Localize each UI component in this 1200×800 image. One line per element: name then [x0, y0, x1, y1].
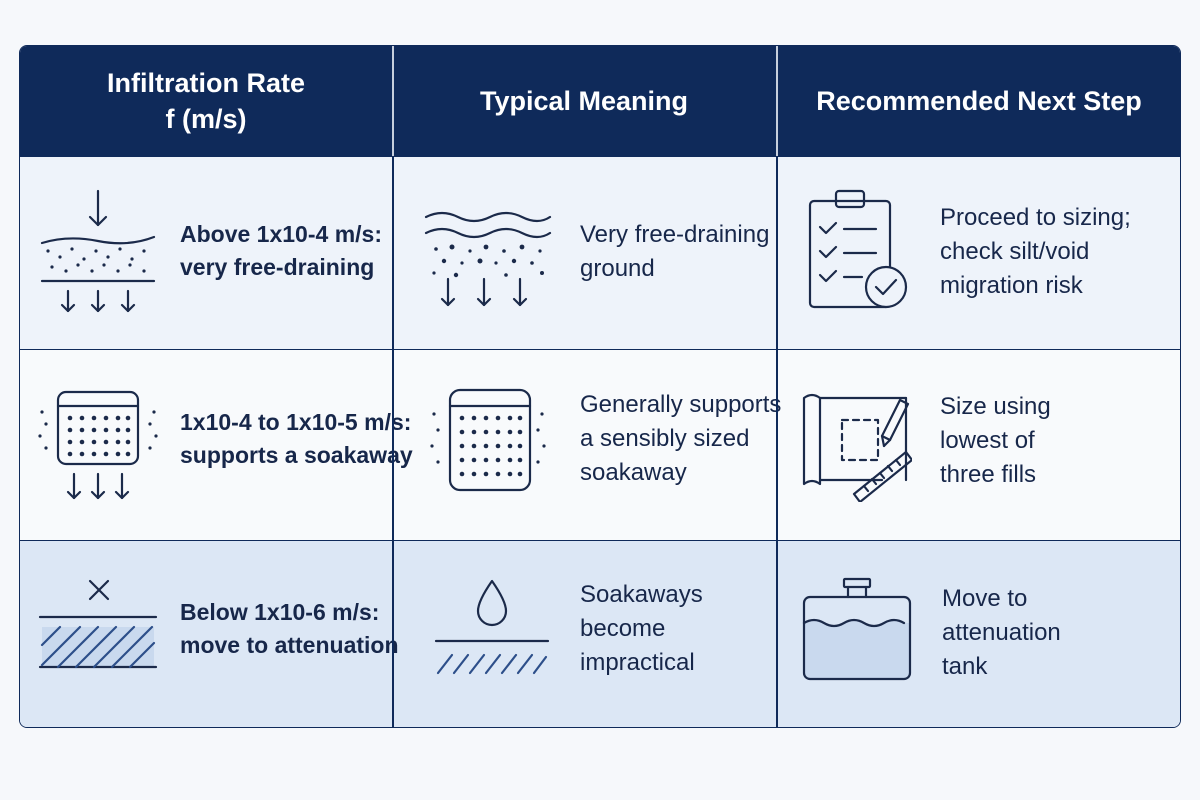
infiltrating-soil-icon	[40, 189, 156, 313]
step-line: migration risk	[940, 272, 1083, 300]
attenuation-tank-icon	[802, 577, 912, 681]
header-divider	[776, 46, 778, 156]
step-line: lowest of	[940, 427, 1035, 455]
step-line: Proceed to sizing;	[940, 204, 1131, 231]
next-step-cell: Proceed to sizing; check silt/void migra…	[776, 157, 1180, 349]
rate-text: 1x10-4 to 1x10-5 m/s: supports a soakawa…	[180, 406, 413, 471]
rate-line-1: 1x10-4 to 1x10-5 m/s:	[180, 409, 412, 435]
rate-line-2: supports a soakaway	[180, 441, 413, 468]
step-line: three fills	[940, 461, 1037, 489]
rate-line-1: Above 1x10-4 m/s:	[180, 221, 382, 247]
header-infiltration-rate: Infiltration Rate f (m/s)	[20, 46, 392, 156]
meaning-line: Soakaways	[580, 581, 703, 608]
header-col1-line2: f (m/s)	[165, 104, 247, 134]
meaning-line: Very free-draining	[580, 221, 770, 248]
rate-text: Below 1x10-6 m/s: move to attenuation	[180, 596, 399, 661]
column-divider	[776, 156, 778, 727]
plan-ruler-pencil-icon	[802, 393, 912, 502]
soakaway-crate-icon	[430, 388, 546, 492]
table-row: 1x10-4 to 1x10-5 m/s: supports a soakawa…	[20, 349, 1180, 540]
next-step-text: Proceed to sizing; check silt/void migra…	[940, 201, 1131, 303]
meaning-line: Generally supports	[580, 391, 782, 418]
step-line: attenuation	[942, 619, 1061, 647]
header-typical-meaning: Typical Meaning	[392, 46, 776, 156]
next-step-text: Size using lowest of three fills	[940, 390, 1051, 492]
step-line: Move to	[942, 585, 1028, 612]
header-divider	[392, 46, 394, 156]
meaning-text: Soakaways become impractical	[580, 578, 703, 680]
header-recommended-next-step: Recommended Next Step	[776, 46, 1180, 156]
rate-cell: 1x10-4 to 1x10-5 m/s: supports a soakawa…	[20, 350, 413, 540]
meaning-line: ground	[580, 255, 655, 283]
table-row: Below 1x10-6 m/s: move to attenuation So…	[20, 540, 1180, 727]
table-header-row: Infiltration Rate f (m/s) Typical Meanin…	[20, 46, 1180, 156]
step-line: Size using	[940, 393, 1051, 420]
meaning-text: Very free-draining ground	[580, 218, 769, 286]
free-draining-ground-icon	[424, 211, 552, 307]
meaning-line: a sensibly sized	[580, 425, 750, 453]
rate-line-2: very free-draining	[180, 253, 375, 280]
rate-line-2: move to attenuation	[180, 631, 399, 658]
soakaway-crate-icon	[38, 390, 158, 500]
next-step-cell: Move to attenuation tank	[776, 541, 1180, 727]
meaning-cell: Soakaways become impractical	[392, 541, 776, 727]
meaning-text: Generally supports a sensibly sized soak…	[580, 388, 781, 490]
infiltration-rate-table: Infiltration Rate f (m/s) Typical Meanin…	[19, 45, 1181, 728]
step-line: tank	[942, 653, 988, 681]
impermeable-ground-icon	[38, 579, 158, 669]
header-col1-line1: Infiltration Rate	[106, 67, 305, 98]
meaning-cell: Generally supports a sensibly sized soak…	[392, 350, 781, 540]
meaning-line: impractical	[580, 649, 695, 677]
rate-text: Above 1x10-4 m/s: very free-draining	[180, 218, 382, 283]
rate-cell: Below 1x10-6 m/s: move to attenuation	[20, 541, 399, 727]
meaning-cell: Very free-draining ground	[392, 157, 776, 349]
step-line: check silt/void	[940, 238, 1090, 266]
header-col3-label: Recommended Next Step	[816, 85, 1142, 116]
rate-cell: Above 1x10-4 m/s: very free-draining	[20, 157, 392, 349]
meaning-line: soakaway	[580, 459, 687, 487]
meaning-line: become	[580, 615, 666, 643]
next-step-cell: Size using lowest of three fills	[776, 350, 1180, 540]
water-drop-icon	[434, 579, 550, 675]
checklist-icon	[808, 189, 908, 309]
rate-line-1: Below 1x10-6 m/s:	[180, 599, 380, 625]
table-row: Above 1x10-4 m/s: very free-draining Ver…	[20, 156, 1180, 349]
column-divider	[392, 156, 394, 727]
header-col2-label: Typical Meaning	[479, 85, 689, 116]
next-step-text: Move to attenuation tank	[942, 582, 1061, 684]
